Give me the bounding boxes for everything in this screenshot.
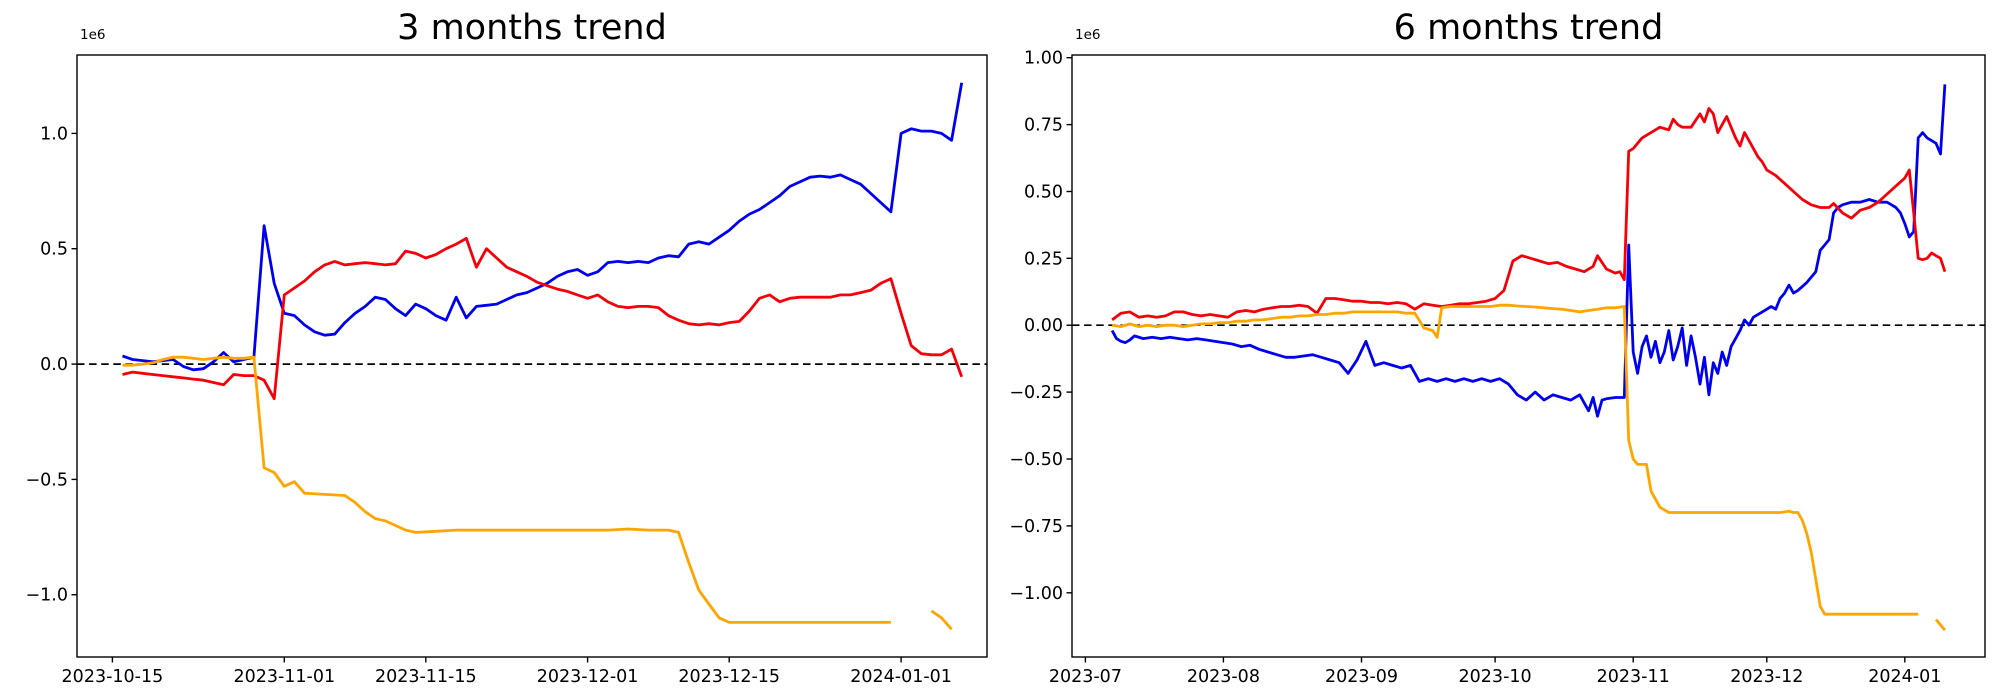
y-tick-label: −0.75	[1009, 517, 1063, 537]
y-tick-label: −0.50	[1009, 450, 1063, 470]
y-tick-label: −1.0	[26, 586, 69, 606]
series-line-red	[122, 237, 964, 401]
x-tick-label: 2023-11	[1597, 667, 1670, 687]
y-tick-label: 0.25	[1024, 249, 1063, 269]
y-tick-label: 0.50	[1024, 183, 1063, 203]
series-line-red	[1111, 107, 1947, 322]
x-tick-label: 2024-01-01	[850, 667, 952, 687]
series-line-orange	[930, 609, 953, 631]
y-axis-scale-offset-label-left: 1e6	[80, 27, 106, 43]
series-line-blue	[122, 82, 964, 372]
chart-title-6-months-trend: 6 months trend	[1393, 8, 1664, 48]
y-tick-label: 0.75	[1024, 116, 1063, 136]
x-tick-label: 2023-12-01	[537, 667, 639, 687]
y-tick-label: −0.25	[1009, 383, 1063, 403]
plot-border	[1071, 54, 1986, 658]
y-tick-label: 0.5	[40, 240, 68, 260]
y-tick-label: −1.00	[1009, 584, 1063, 604]
chart-title-3-months-trend: 3 months trend	[397, 8, 667, 48]
x-tick-label: 2023-12	[1730, 667, 1803, 687]
x-tick-label: 2023-10-15	[62, 667, 164, 687]
x-tick-label: 2023-11-01	[233, 667, 335, 687]
x-tick-label: 2023-10	[1459, 667, 1532, 687]
x-tick-label: 2023-11-15	[375, 667, 477, 687]
x-tick-label: 2024-01	[1868, 667, 1941, 687]
x-tick-label: 2023-09	[1325, 667, 1398, 687]
series-line-orange	[1111, 303, 1919, 616]
y-tick-label: 0.00	[1024, 316, 1063, 336]
x-tick-label: 2023-12-15	[678, 667, 780, 687]
y-tick-label: 1.00	[1024, 49, 1063, 69]
x-tick-label: 2023-08	[1187, 667, 1260, 687]
series-line-blue	[1110, 84, 1947, 418]
y-tick-label: −0.5	[26, 470, 69, 490]
series-line-orange	[1934, 618, 1946, 632]
y-tick-label: 1.0	[40, 124, 68, 144]
plot-border	[76, 54, 988, 658]
y-axis-scale-offset-label-right: 1e6	[1075, 27, 1101, 43]
y-tick-label: 0.0	[40, 355, 68, 375]
x-tick-label: 2023-07	[1049, 667, 1122, 687]
series-line-orange	[122, 355, 891, 624]
